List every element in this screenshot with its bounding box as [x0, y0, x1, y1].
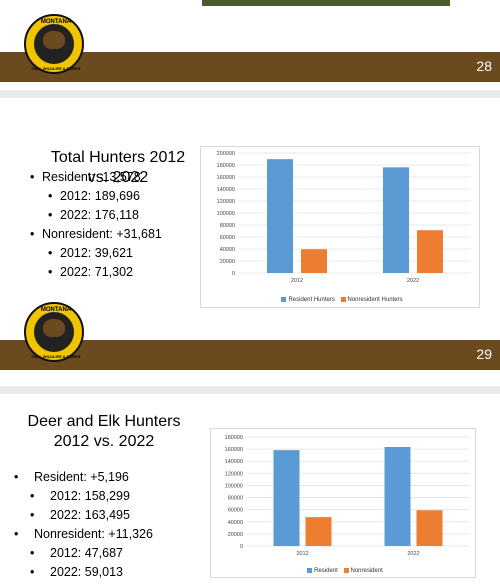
y-tick-label: 60000	[220, 235, 235, 241]
list-item: • Nonresident: +11,326	[14, 527, 153, 541]
y-tick-label: 0	[232, 271, 235, 277]
y-tick-label: 100000	[217, 211, 235, 217]
list-item: • Resident: +5,196	[14, 470, 129, 484]
y-tick-label: 140000	[225, 459, 243, 465]
slide-number: 29	[476, 346, 492, 362]
y-tick-label: 180000	[225, 435, 243, 441]
chart-legend: Resident Hunters Nonresident Hunters	[201, 297, 479, 303]
bar-nonresident-hunters-2012	[301, 249, 327, 273]
bar-chart: 0 20000 40000 60000 80000 100000 120000 140000 1…	[225, 435, 469, 557]
y-tick-label: 160000	[225, 447, 243, 453]
x-tick-label: 2012	[296, 551, 308, 557]
slide-title: Deer and Elk Hunters 2012 vs. 2022	[27, 413, 181, 450]
list-item: • Resident: -13,578	[30, 170, 141, 184]
slide-number: 28	[476, 58, 492, 74]
bar-resident-2012	[273, 450, 300, 546]
bar-resident-2022	[384, 446, 411, 546]
y-tick-label: 20000	[228, 532, 243, 538]
slide-28: 28 MONTANA FISH, WILDLIFE & PARKS	[0, 0, 500, 90]
list-item: • Nonresident: +31,681	[30, 227, 162, 241]
fwp-logo: MONTANA FISH, WILDLIFE & PARKS	[24, 302, 84, 362]
list-item: • 2012: 189,696	[48, 189, 140, 203]
slide-title: Total Hunters 2012 vs. 2022	[50, 149, 186, 186]
fwp-logo: MONTANA FISH, WILDLIFE & PARKS	[24, 14, 84, 74]
y-tick-label: 60000	[228, 508, 243, 514]
bullet-list: • Resident: +5,196 • 2012: 158,299 • 2022: …	[14, 468, 153, 582]
bar-nonresident-2012	[305, 517, 332, 546]
y-tick-label: 120000	[217, 199, 235, 205]
x-tick-label: 2012	[291, 278, 303, 284]
y-tick-label: 200000	[217, 151, 235, 157]
list-item: • 2022: 71,302	[48, 265, 133, 279]
x-tick-label: 2022	[407, 551, 419, 557]
y-tick-label: 100000	[225, 483, 243, 489]
slide-footer-band: 29	[0, 340, 500, 370]
y-tick-label: 80000	[220, 223, 235, 229]
chart-legend: Resident Nonresident	[211, 568, 475, 574]
bar-chart: 0 20000 40000 60000 80000 100000 120000 140000 1…	[217, 151, 471, 284]
slide-30: Deer and Elk Hunters 2012 vs. 2022 • Resi…	[0, 394, 500, 585]
bar-nonresident-hunters-2022	[417, 230, 443, 273]
y-tick-label: 40000	[228, 520, 243, 526]
y-tick-label: 20000	[220, 259, 235, 265]
x-tick-label: 2022	[407, 278, 419, 284]
bar-resident-hunters-2022	[383, 167, 409, 273]
list-item: • 2022: 59,013	[30, 565, 123, 579]
bar-resident-hunters-2012	[267, 159, 293, 273]
list-item: • 2012: 39,621	[48, 246, 133, 260]
chart-deer-elk-hunters: 0 20000 40000 60000 80000 100000 120000 140000 1…	[210, 428, 476, 578]
slide-footer-band: 28	[0, 52, 500, 82]
bullet-list: • Resident: -13,578 • 2012: 189,696 • 2022:…	[30, 168, 162, 282]
y-tick-label: 180000	[217, 163, 235, 169]
y-tick-label: 120000	[225, 471, 243, 477]
slide-photo	[202, 0, 450, 6]
list-item: • 2012: 47,687	[30, 546, 123, 560]
y-tick-label: 160000	[217, 175, 235, 181]
chart-total-hunters: 0 20000 40000 60000 80000 100000 120000 140000 1…	[200, 146, 480, 308]
slide-29: Total Hunters 2012 vs. 2022 • Resident: -…	[0, 98, 500, 386]
y-tick-label: 0	[240, 544, 243, 550]
list-item: • 2022: 176,118	[48, 208, 140, 222]
list-item: • 2012: 158,299	[30, 489, 130, 503]
y-tick-label: 140000	[217, 187, 235, 193]
bar-nonresident-2022	[416, 510, 443, 546]
y-tick-label: 80000	[228, 496, 243, 502]
y-tick-label: 40000	[220, 247, 235, 253]
list-item: • 2022: 163,495	[30, 508, 130, 522]
